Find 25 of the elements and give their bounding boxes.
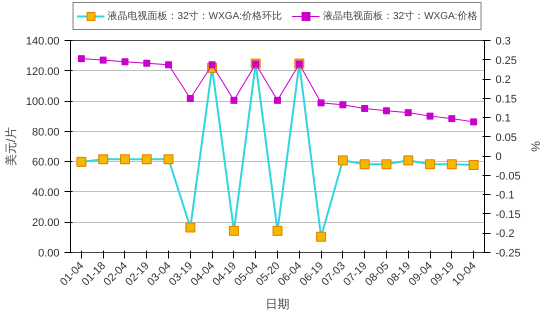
y-tick-label: 80.00	[32, 126, 60, 138]
y-tick-label: 120.00	[26, 66, 60, 78]
x-axis-title: 日期	[266, 297, 290, 312]
y2-tick-label: 0.25	[496, 54, 517, 67]
y-tick-label: 20.00	[32, 217, 60, 230]
y2-tick-label: -0.1	[496, 190, 514, 202]
y-tick-label: 60.00	[32, 156, 60, 169]
y2-tick-label: -0.05	[496, 170, 521, 182]
y2-axis-title: %	[528, 141, 543, 152]
y2-tick-label: 0	[496, 151, 502, 164]
y-tick-label: 140.00	[26, 36, 60, 48]
y2-tick-label: -0.25	[496, 248, 521, 260]
y-tick-label: 40.00	[32, 186, 60, 199]
y2-tick-label: -0.2	[496, 228, 514, 240]
y-axis-title: 美元/片	[4, 126, 18, 166]
y2-tick-label: -0.15	[496, 208, 521, 221]
legend-label: 液晶电视面板：32寸：WXGA:价格环比	[108, 10, 282, 23]
y2-tick-label: 0.15	[496, 93, 517, 106]
y2-tick-label: 0.1	[496, 112, 511, 125]
legend-label: 液晶电视面板：32寸：WXGA:价格	[323, 10, 478, 23]
y2-tick-label: 0.05	[496, 132, 517, 144]
y2-tick-label: 0.3	[496, 36, 511, 48]
y2-tick-label: 0.2	[496, 74, 511, 86]
y-tick-label: 0.00	[38, 248, 60, 260]
y-tick-label: 100.00	[26, 96, 60, 108]
